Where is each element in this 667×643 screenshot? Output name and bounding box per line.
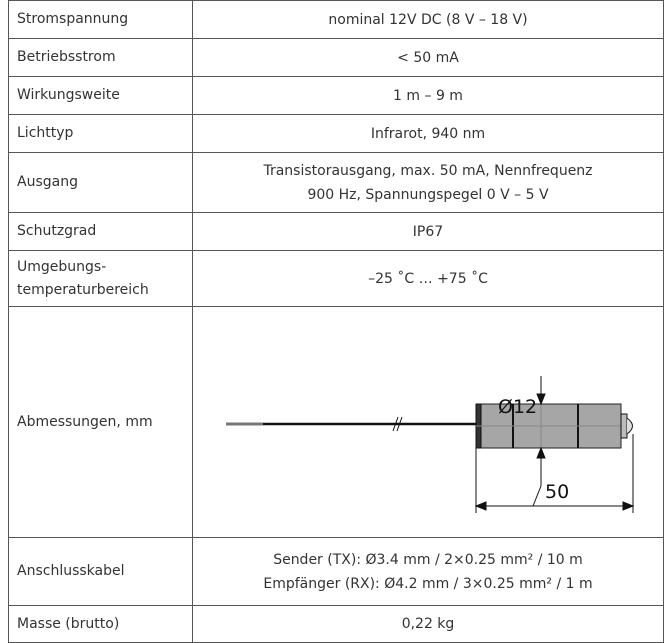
row-value: Sender (TX): Ø3.4 mm / 2×0.25 mm² / 10 m… [192,537,664,606]
row-value: Ø12 50 [192,306,664,538]
row-value: Transistorausgang, max. 50 mA, Nennfrequ… [192,152,664,213]
row-value: 1 m – 9 m [192,76,664,115]
length-label: 50 [545,481,569,503]
table-row: Wirkungsweite 1 m – 9 m [8,76,664,115]
value-line: < 50 mA [397,49,459,66]
row-value: < 50 mA [192,38,664,77]
table-row: Betriebsstrom < 50 mA [8,38,664,77]
diameter-label: Ø12 [498,396,537,418]
row-label: Umgebungs- temperaturbereich [8,250,193,307]
row-label: Stromspannung [8,0,193,39]
row-value: nominal 12V DC (8 V – 18 V) [192,0,664,39]
table-row: Lichttyp Infrarot, 940 nm [8,114,664,153]
row-label: Wirkungsweite [8,76,193,115]
row-label: Lichttyp [8,114,193,153]
row-label: Ausgang [8,152,193,213]
row-label: Betriebsstrom [8,38,193,77]
row-label: Anschlusskabel [8,537,193,606]
table-row: Umgebungs- temperaturbereich –25 ˚C … +75… [8,250,664,307]
row-value: Infrarot, 940 nm [192,114,664,153]
table-row: Anschlusskabel Sender (TX): Ø3.4 mm / 2×0… [8,537,664,606]
row-label: Masse (brutto) [8,605,193,643]
value-line: 0,22 kg [401,616,455,632]
value-line: IP67 [412,223,444,240]
spec-table: Stromspannung nominal 12V DC (8 V – 18 V)… [8,0,664,643]
value-line: 1 m – 9 m [393,87,463,104]
dimension-drawing: Ø12 50 [226,376,635,513]
table-row: Abmessungen, mm Ø12 50 [8,306,664,538]
row-value: 0,22 kg [192,605,664,643]
table-row: Schutzgrad IP67 [8,212,664,251]
value-line: Transistorausgang, max. 50 mA, Nennfrequ… [263,162,593,179]
table-row: Masse (brutto) 0,22 kg [8,605,664,643]
table-row: Ausgang Transistorausgang, max. 50 mA, Ne… [8,152,664,213]
table-row: Stromspannung nominal 12V DC (8 V – 18 V) [8,0,664,39]
row-label: Schutzgrad [8,212,193,251]
value-line: –25 ˚C … +75 ˚C [368,270,488,287]
value-line: nominal 12V DC (8 V – 18 V) [328,11,528,28]
value-line: Sender (TX): Ø3.4 mm / 2×0.25 mm² / 10 m [273,551,583,568]
value-line: 900 Hz, Spannungspegel 0 V – 5 V [307,186,549,203]
value-line: Infrarot, 940 nm [370,125,486,142]
row-value: IP67 [192,212,664,251]
row-value: –25 ˚C … +75 ˚C [192,250,664,307]
value-line: Empfänger (RX): Ø4.2 mm / 3×0.25 mm² / 1… [263,575,593,592]
row-label: Abmessungen, mm [8,306,193,538]
